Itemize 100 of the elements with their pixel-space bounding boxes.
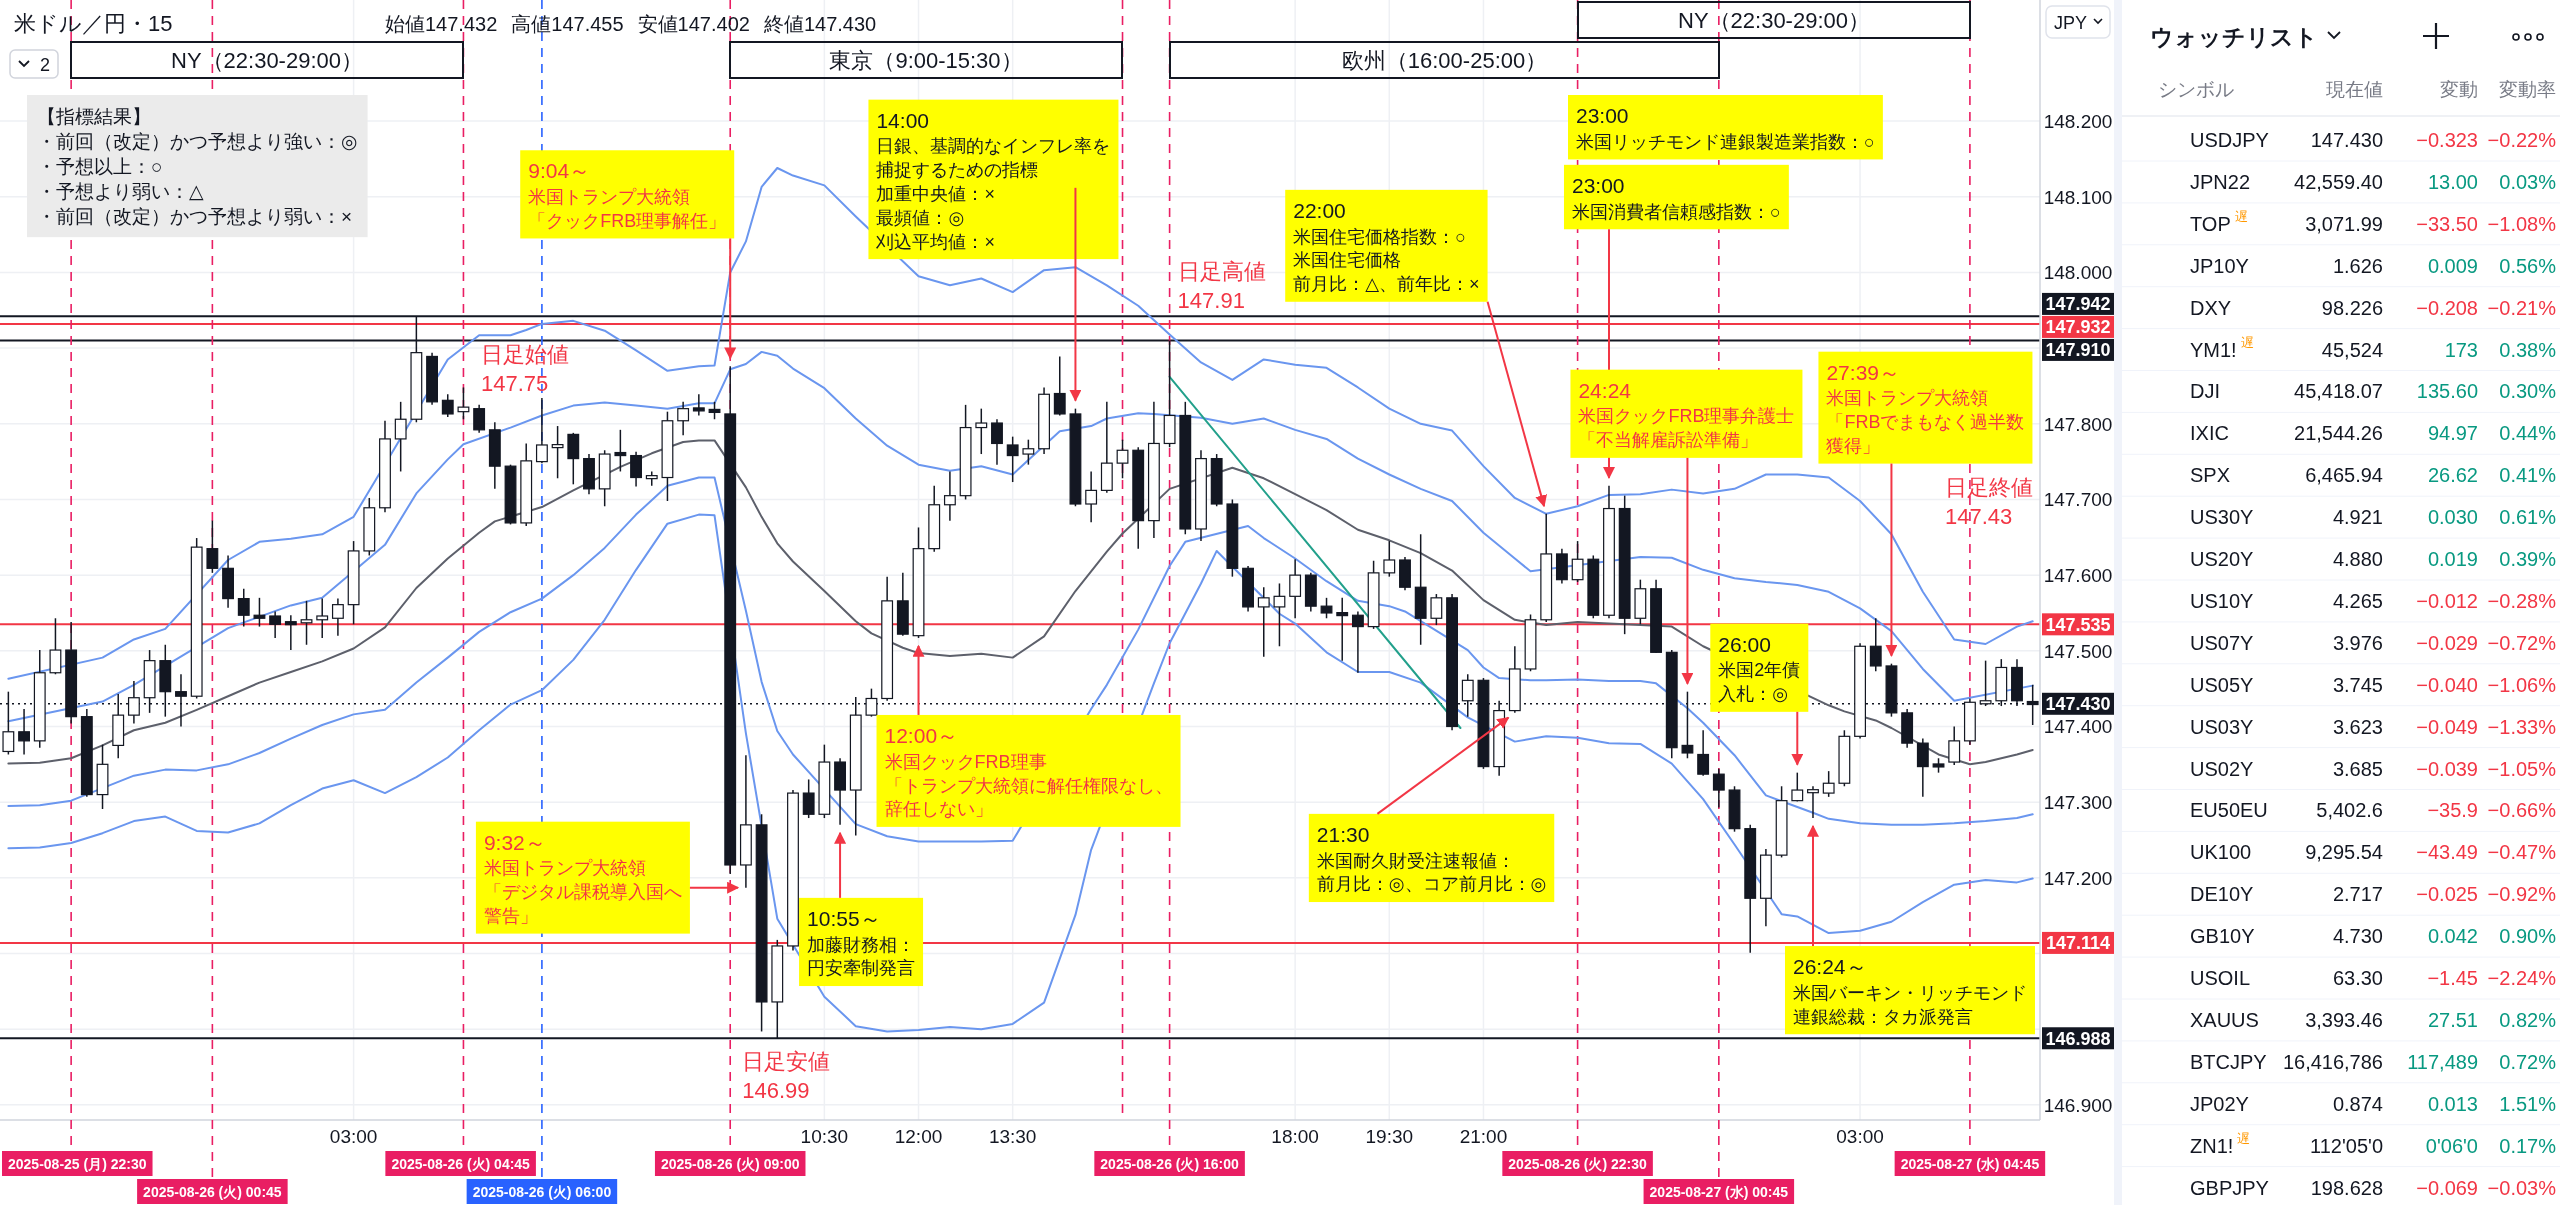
annotation: 14:00 <box>876 108 930 132</box>
control-currency: JPY <box>2045 5 2111 39</box>
ref-line-label: 2025-08-26 (火) 22:30 <box>1508 1155 1648 1172</box>
text: US03Y <box>2190 715 2254 738</box>
text: JPN22 <box>2190 170 2251 193</box>
x-tick-label: 13:30 <box>988 1126 1037 1147</box>
annotation: 加重中央値：× <box>876 183 995 204</box>
text: −1.06% <box>2487 673 2556 696</box>
y-tick-label: 147.800 <box>2043 413 2113 435</box>
ref-line-label: 2025-08-26 (火) 04:45 <box>391 1155 531 1172</box>
text: 0.39% <box>2499 548 2556 570</box>
text: 0'06'0 <box>2425 1134 2478 1157</box>
text: 0.38% <box>2499 338 2556 361</box>
text: TOP <box>2190 212 2231 235</box>
annotation: 【指標結果】 <box>37 106 151 128</box>
annotation: 21:30 <box>1316 822 1370 846</box>
annotation: 米国クックFRB理事「トランプ大統領に解任権限なし、辞任しない」 <box>884 751 1173 820</box>
text: EU50EU <box>2190 799 2268 822</box>
category-label: 変動率 <box>2499 79 2556 100</box>
text: 0.030 <box>2427 506 2478 529</box>
text: −0.72% <box>2487 631 2556 654</box>
text: 16,416,786 <box>2282 1050 2383 1073</box>
text: 45,418.07 <box>2294 380 2383 403</box>
text: 3.623 <box>2332 715 2383 738</box>
category-label: シンボル <box>2158 79 2234 100</box>
annotation: 米国2年債入札：◎ <box>1718 660 1801 705</box>
y-tick-label: 147.500 <box>2043 640 2113 662</box>
text: SPX <box>2190 464 2231 487</box>
text: 0.82% <box>2499 1008 2556 1031</box>
text: 3.745 <box>2332 673 2383 696</box>
text: US20Y <box>2190 548 2254 570</box>
text: 0.03% <box>2499 170 2556 193</box>
text: 0.013 <box>2427 1092 2478 1115</box>
text: 147.430 <box>2310 129 2383 151</box>
text: −2.24% <box>2487 967 2556 989</box>
ref-line-label: 146.988 <box>2045 1028 2111 1049</box>
annotation: 2 <box>40 55 51 75</box>
text: −0.069 <box>2416 1176 2478 1199</box>
y-tick-label: 148.000 <box>2043 262 2113 284</box>
x-tick-label: 10:30 <box>800 1126 849 1147</box>
annotation: ・前回（改定）かつ予想より強い：◎ <box>37 131 358 153</box>
annotation: 米国トランプ大統領「FRBでまもなく過半数獲得」 <box>1826 388 2025 457</box>
text: −43.49 <box>2416 841 2478 864</box>
annotation: ・予想より弱い：△ <box>37 181 204 203</box>
x-tick-label: 21:00 <box>1459 1126 1508 1147</box>
ref-line-label: 147.430 <box>2045 694 2111 715</box>
text: ウォッチリスト <box>2150 24 2318 50</box>
text: 26.62 <box>2427 464 2478 487</box>
text: 米ドル／円・15 <box>14 11 173 36</box>
annotation: 米国トランプ大統領「デジタル課税導入国へ警告」 <box>483 858 682 927</box>
text: 42,559.40 <box>2294 170 2383 193</box>
annotation: 日足高値 <box>1177 259 1266 285</box>
annotation: 米国住宅価格指数：○ <box>1293 226 1467 247</box>
annotation: 米国住宅価格 <box>1293 250 1402 271</box>
text: −33.50 <box>2416 212 2478 235</box>
text: 4.921 <box>2332 506 2383 529</box>
annotation: 米国消費者信頼感指数：○ <box>1571 201 1781 222</box>
text: −0.039 <box>2416 757 2478 780</box>
text: 4.730 <box>2332 925 2383 948</box>
y-tick-label: 147.400 <box>2043 716 2113 738</box>
annotation: NY（22:30-29:00） <box>1678 8 1870 33</box>
annotation: 東京（9:00-15:30） <box>829 48 1023 73</box>
text: −0.025 <box>2416 883 2478 906</box>
text: −1.45 <box>2427 967 2478 989</box>
text: −0.040 <box>2416 673 2478 696</box>
annotation: 23:00 <box>1571 173 1625 197</box>
text: 63.30 <box>2332 967 2383 989</box>
text: 3.685 <box>2332 757 2383 780</box>
y-tick-label: 146.900 <box>2043 1094 2113 1116</box>
text: 3,071.99 <box>2305 212 2383 235</box>
ref-line-label: 2025-08-26 (火) 09:00 <box>660 1155 800 1172</box>
annotation: 安値147.402 <box>637 13 750 35</box>
text: −0.66% <box>2487 799 2556 822</box>
text: 45,524 <box>2321 338 2383 361</box>
ref-line-label: 2025-08-27 (水) 00:45 <box>1649 1183 1789 1200</box>
text: 遅 <box>2234 208 2248 224</box>
annotation: 米国リッチモンド連銀製造業指数：○ <box>1576 131 1875 152</box>
text: 4.880 <box>2332 548 2383 570</box>
annotation: 27:39～ <box>1826 360 1901 384</box>
annotation: NY（22:30-29:00） <box>171 48 363 73</box>
text: −0.012 <box>2416 589 2478 612</box>
text: 98.226 <box>2321 296 2383 319</box>
text: DJI <box>2190 380 2220 403</box>
text: 135.60 <box>2416 380 2478 403</box>
text: 0.30% <box>2499 380 2556 403</box>
text: −0.92% <box>2487 883 2556 906</box>
ref-line-label: 2025-08-26 (火) 06:00 <box>472 1183 612 1200</box>
text: 21,544.26 <box>2294 422 2383 445</box>
text: 2.717 <box>2332 883 2383 906</box>
annotation: 日銀、基調的なインフレ率を捕捉するための指標 <box>876 136 1111 181</box>
text: US10Y <box>2190 589 2254 612</box>
text: −35.9 <box>2427 799 2478 822</box>
text: JP10Y <box>2190 254 2249 277</box>
annotation: 加藤財務相：円安牽制発言 <box>807 934 916 979</box>
text: 0.17% <box>2499 1134 2556 1157</box>
text: USOIL <box>2190 967 2251 989</box>
y-axis-title: JPY <box>2054 13 2088 33</box>
annotation: 26:24～ <box>1792 955 1867 978</box>
annotation: 高値147.455 <box>511 13 624 35</box>
text: 94.97 <box>2427 422 2478 445</box>
